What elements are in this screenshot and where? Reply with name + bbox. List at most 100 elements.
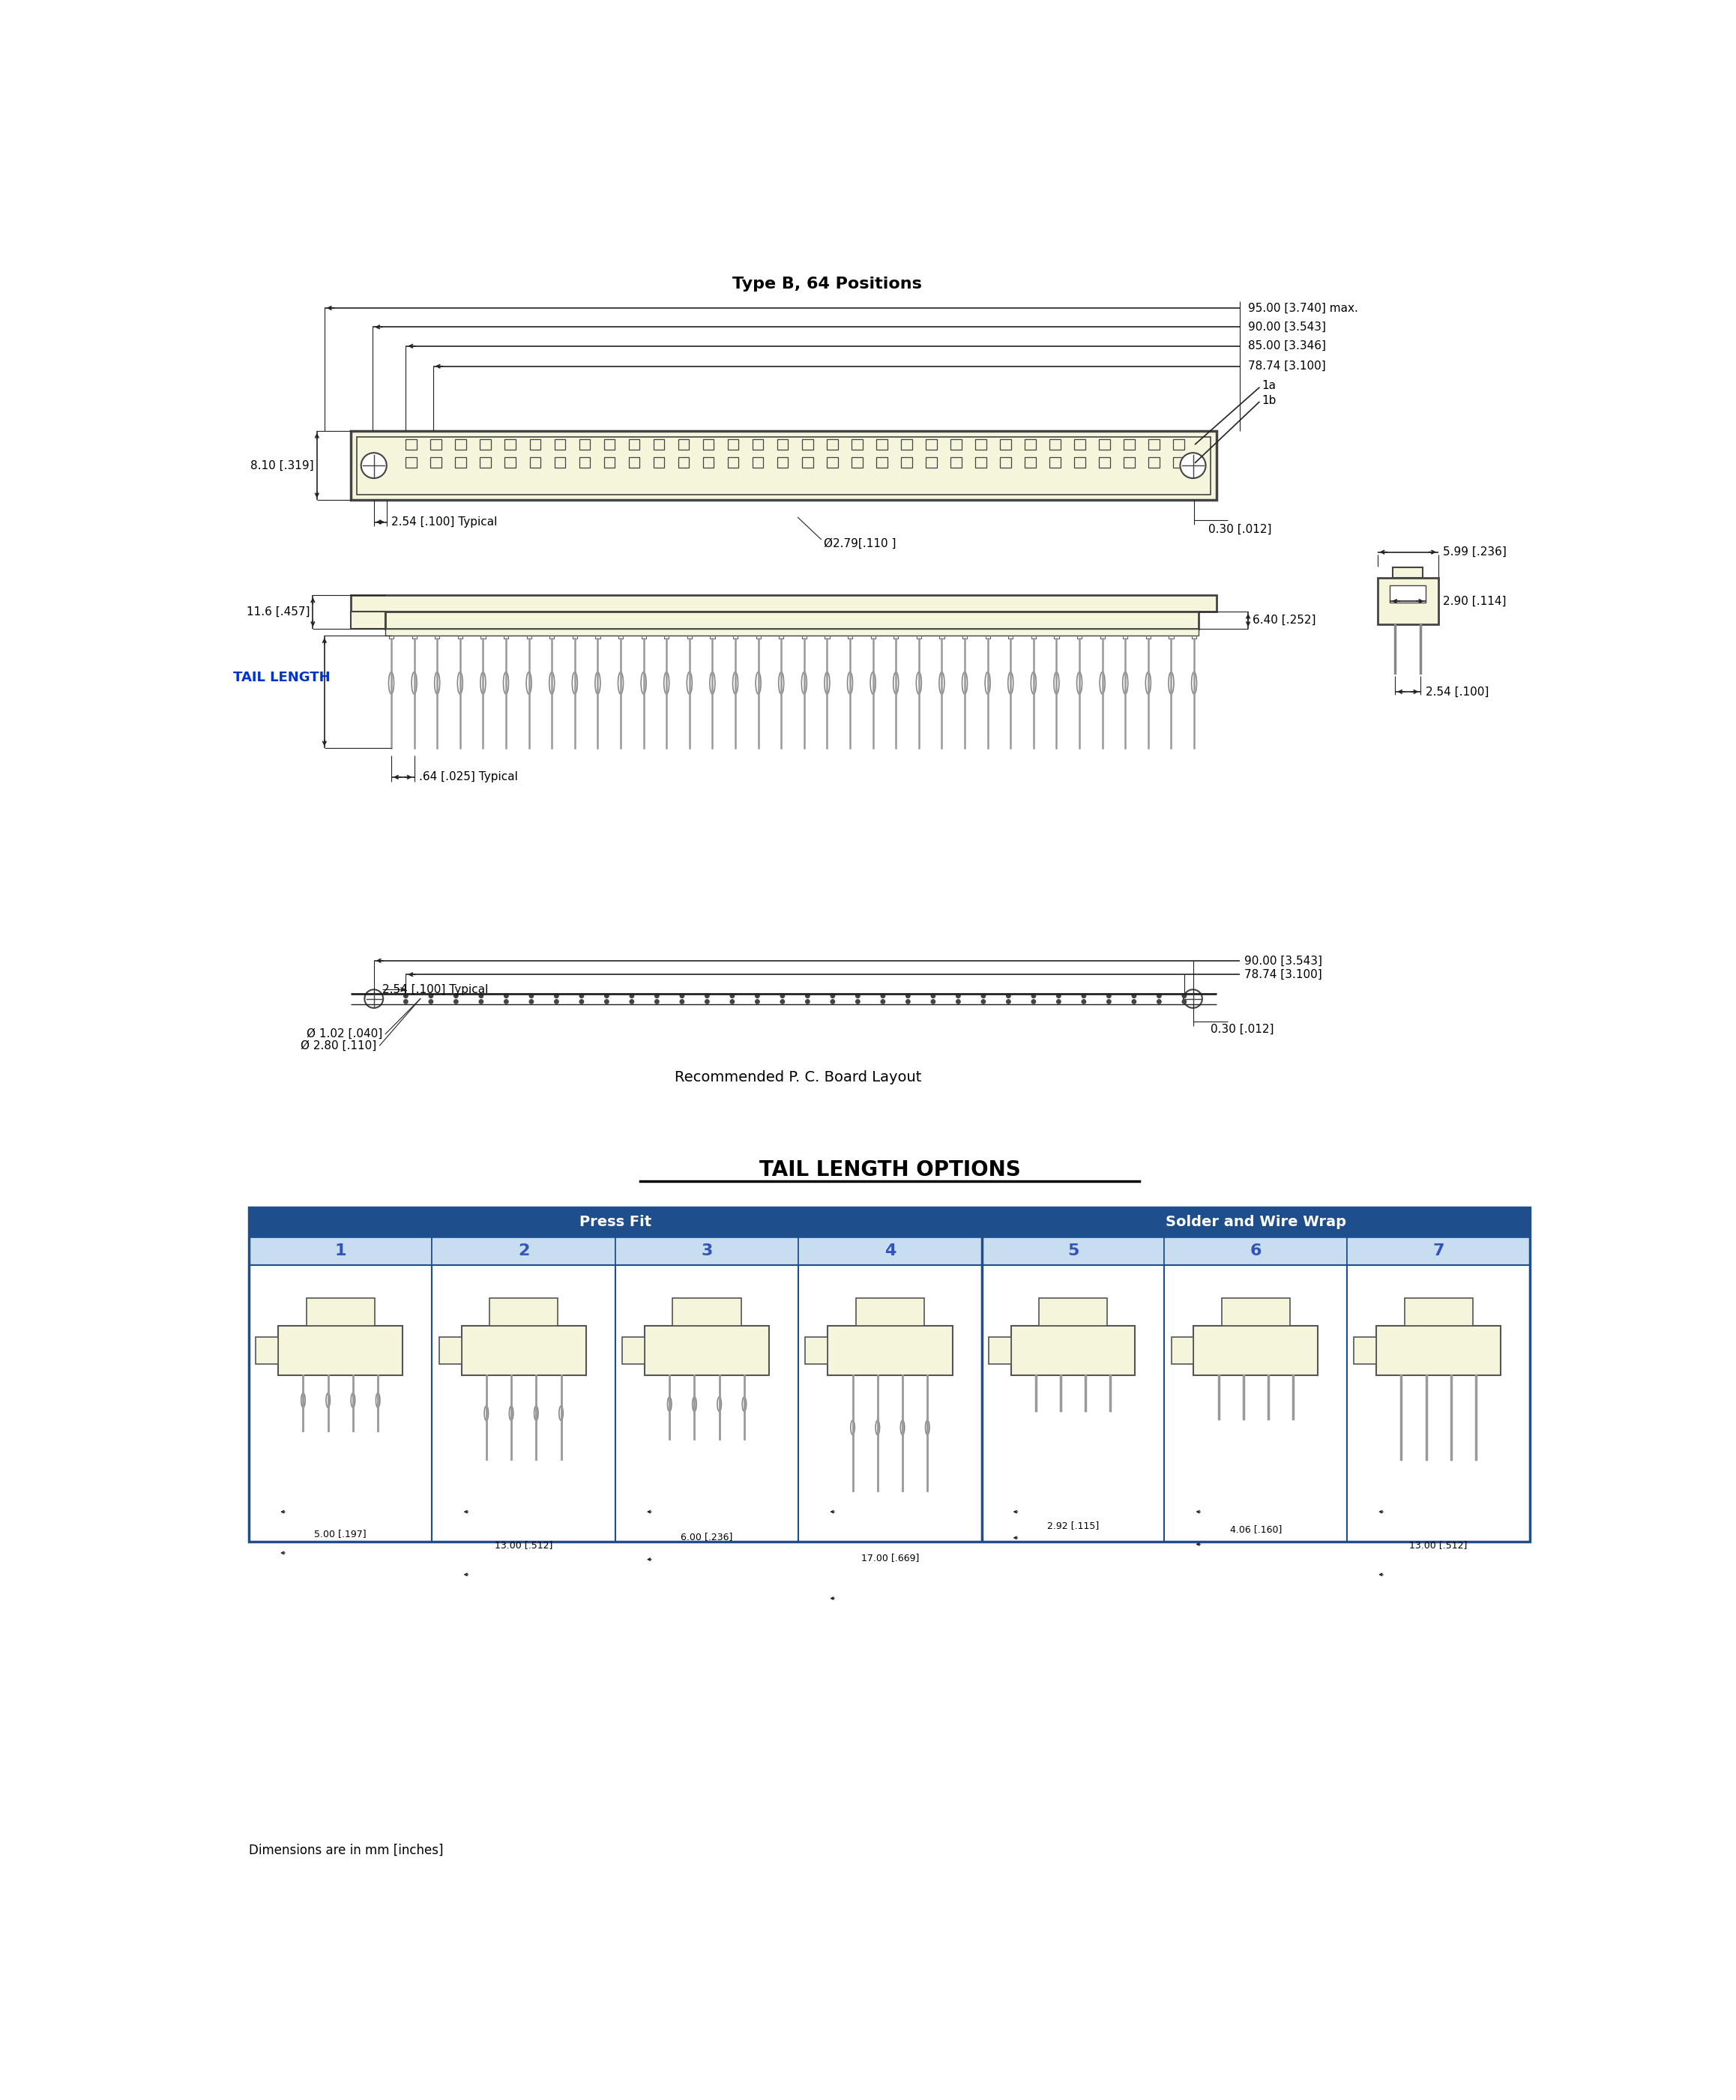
Bar bbox=[1172, 1338, 1194, 1365]
Text: 6.40 [.252]: 6.40 [.252] bbox=[1253, 615, 1316, 626]
Ellipse shape bbox=[377, 1392, 380, 1407]
Circle shape bbox=[1132, 993, 1135, 998]
Text: 3: 3 bbox=[701, 1243, 713, 1258]
Bar bbox=[628, 439, 639, 449]
Circle shape bbox=[580, 993, 583, 998]
Ellipse shape bbox=[755, 672, 760, 693]
Bar bbox=[1404, 1298, 1472, 1325]
Ellipse shape bbox=[693, 1396, 696, 1411]
Ellipse shape bbox=[411, 672, 417, 693]
Circle shape bbox=[880, 1000, 885, 1004]
Bar bbox=[1149, 458, 1160, 468]
Bar bbox=[248, 1237, 432, 1264]
Bar bbox=[615, 1264, 799, 1541]
Text: TAIL LENGTH OPTIONS: TAIL LENGTH OPTIONS bbox=[759, 1159, 1021, 1180]
Bar bbox=[703, 458, 713, 468]
Bar bbox=[1050, 458, 1061, 468]
Bar bbox=[621, 1338, 644, 1365]
Ellipse shape bbox=[641, 672, 646, 693]
Bar bbox=[679, 439, 689, 449]
Bar bbox=[877, 458, 887, 468]
Bar bbox=[306, 1298, 375, 1325]
Bar bbox=[1050, 439, 1061, 449]
Bar bbox=[1392, 567, 1424, 578]
Bar bbox=[828, 1325, 953, 1376]
Bar bbox=[432, 1264, 615, 1541]
Circle shape bbox=[1057, 1000, 1061, 1004]
Bar bbox=[1174, 458, 1184, 468]
Text: 2.90 [.114]: 2.90 [.114] bbox=[1443, 596, 1507, 607]
Bar bbox=[432, 1237, 615, 1264]
Circle shape bbox=[1108, 1000, 1111, 1004]
Ellipse shape bbox=[481, 672, 486, 693]
Bar bbox=[580, 439, 590, 449]
Bar bbox=[1024, 439, 1036, 449]
Bar bbox=[462, 1325, 587, 1376]
Circle shape bbox=[654, 993, 660, 998]
Bar bbox=[653, 458, 665, 468]
Ellipse shape bbox=[710, 672, 715, 693]
Text: Ø 2.80 [.110]: Ø 2.80 [.110] bbox=[300, 1040, 377, 1052]
Ellipse shape bbox=[939, 672, 944, 693]
Bar bbox=[981, 1208, 1529, 1237]
Ellipse shape bbox=[870, 672, 875, 693]
Circle shape bbox=[830, 993, 835, 998]
Circle shape bbox=[529, 1000, 533, 1004]
Bar bbox=[1377, 578, 1439, 624]
Bar bbox=[431, 458, 441, 468]
Bar bbox=[703, 439, 713, 449]
Text: 2: 2 bbox=[517, 1243, 529, 1258]
Circle shape bbox=[630, 993, 634, 998]
Bar bbox=[385, 611, 1200, 628]
Circle shape bbox=[1082, 1000, 1085, 1004]
Circle shape bbox=[529, 993, 533, 998]
Text: Press Fit: Press Fit bbox=[580, 1216, 651, 1228]
Text: .64 [.025] Typical: .64 [.025] Typical bbox=[418, 771, 517, 783]
Circle shape bbox=[681, 1000, 684, 1004]
Bar bbox=[1354, 1338, 1377, 1365]
Circle shape bbox=[957, 1000, 960, 1004]
Circle shape bbox=[503, 993, 509, 998]
Text: 1a: 1a bbox=[1262, 380, 1276, 391]
Text: 1b: 1b bbox=[1262, 395, 1276, 405]
Bar bbox=[505, 458, 516, 468]
Circle shape bbox=[781, 993, 785, 998]
Circle shape bbox=[1182, 1000, 1186, 1004]
Ellipse shape bbox=[667, 1396, 672, 1411]
Circle shape bbox=[361, 454, 387, 479]
Bar bbox=[604, 458, 615, 468]
Circle shape bbox=[1031, 1000, 1036, 1004]
Ellipse shape bbox=[1123, 672, 1128, 693]
Ellipse shape bbox=[743, 1396, 746, 1411]
Bar bbox=[615, 1237, 799, 1264]
Circle shape bbox=[806, 1000, 809, 1004]
Ellipse shape bbox=[458, 672, 464, 693]
Bar bbox=[554, 439, 566, 449]
Ellipse shape bbox=[851, 1420, 854, 1434]
Bar bbox=[1391, 586, 1425, 603]
Circle shape bbox=[755, 993, 759, 998]
Text: 5.00 [.197]: 5.00 [.197] bbox=[314, 1529, 366, 1539]
Circle shape bbox=[930, 993, 936, 998]
Ellipse shape bbox=[663, 672, 668, 693]
Bar bbox=[901, 439, 911, 449]
Bar bbox=[778, 439, 788, 449]
Text: 17.00 [.669]: 17.00 [.669] bbox=[861, 1554, 918, 1562]
Circle shape bbox=[365, 989, 384, 1008]
Ellipse shape bbox=[573, 672, 578, 693]
Circle shape bbox=[429, 993, 432, 998]
Bar bbox=[490, 1298, 557, 1325]
Bar bbox=[802, 458, 812, 468]
Bar bbox=[255, 1338, 278, 1365]
Bar bbox=[1075, 458, 1085, 468]
Circle shape bbox=[580, 1000, 583, 1004]
Text: Solder and Wire Wrap: Solder and Wire Wrap bbox=[1165, 1216, 1345, 1228]
Circle shape bbox=[1182, 993, 1186, 998]
Text: 0.30 [.012]: 0.30 [.012] bbox=[1208, 523, 1272, 536]
Bar bbox=[1165, 1264, 1347, 1541]
Bar bbox=[856, 1298, 924, 1325]
Bar bbox=[727, 458, 738, 468]
Circle shape bbox=[681, 993, 684, 998]
Ellipse shape bbox=[326, 1392, 330, 1407]
Bar bbox=[1377, 1325, 1500, 1376]
